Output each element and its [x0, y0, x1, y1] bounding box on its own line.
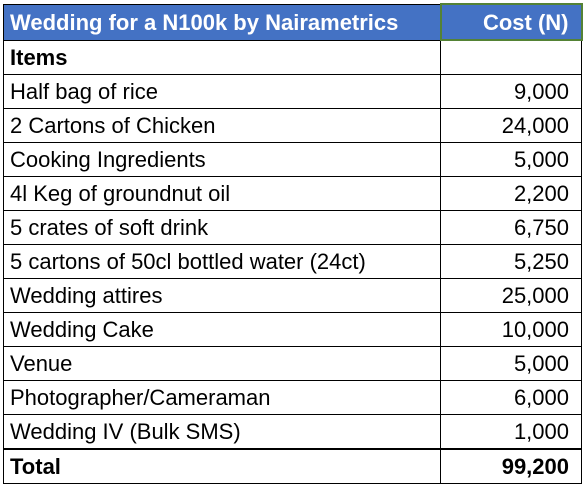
item-cell[interactable]: Wedding IV (Bulk SMS) — [3, 413, 441, 449]
cost-cell[interactable]: 25,000 — [440, 277, 582, 313]
total-row: Total 99,200 — [3, 447, 582, 484]
table-row: Wedding Cake 10,000 — [3, 311, 582, 347]
total-label-cell[interactable]: Total — [3, 447, 441, 484]
header-row: Wedding for a N100k by Nairametrics Cost… — [3, 3, 583, 41]
title-cell[interactable]: Wedding for a N100k by Nairametrics — [3, 3, 441, 41]
cost-cell[interactable]: 10,000 — [440, 311, 582, 347]
table-row: 2 Cartons of Chicken 24,000 — [3, 107, 582, 143]
item-cell[interactable]: Wedding Cake — [3, 311, 441, 347]
table-row: Wedding IV (Bulk SMS) 1,000 — [3, 413, 582, 449]
total-value-cell[interactable]: 99,200 — [440, 447, 582, 484]
wedding-budget-table: Wedding for a N100k by Nairametrics Cost… — [3, 3, 583, 484]
cost-cell[interactable]: 5,000 — [440, 345, 582, 381]
items-empty-cell[interactable] — [440, 39, 582, 75]
table-row: Wedding attires 25,000 — [3, 277, 582, 313]
cost-cell[interactable]: 9,000 — [440, 73, 582, 109]
cost-header-cell[interactable]: Cost (N) — [439, 3, 583, 41]
table-row: Venue 5,000 — [3, 345, 582, 381]
table-row: 5 cartons of 50cl bottled water (24ct) 5… — [3, 243, 582, 279]
table-row: 4l Keg of groundnut oil 2,200 — [3, 175, 582, 211]
item-cell[interactable]: 5 crates of soft drink — [3, 209, 441, 245]
item-cell[interactable]: Photographer/Cameraman — [3, 379, 441, 415]
item-cell[interactable]: 4l Keg of groundnut oil — [3, 175, 441, 211]
cost-cell[interactable]: 24,000 — [440, 107, 582, 143]
cost-cell[interactable]: 5,000 — [440, 141, 582, 177]
item-cell[interactable]: 5 cartons of 50cl bottled water (24ct) — [3, 243, 441, 279]
item-cell[interactable]: Half bag of rice — [3, 73, 441, 109]
item-cell[interactable]: Cooking Ingredients — [3, 141, 441, 177]
item-cell[interactable]: 2 Cartons of Chicken — [3, 107, 441, 143]
item-cell[interactable]: Wedding attires — [3, 277, 441, 313]
cost-cell[interactable]: 6,750 — [440, 209, 582, 245]
items-label-cell[interactable]: Items — [3, 39, 441, 75]
cost-cell[interactable]: 5,250 — [440, 243, 582, 279]
table-row: Photographer/Cameraman 6,000 — [3, 379, 582, 415]
items-section-row: Items — [3, 39, 582, 75]
cost-cell[interactable]: 6,000 — [440, 379, 582, 415]
table-row: Cooking Ingredients 5,000 — [3, 141, 582, 177]
item-cell[interactable]: Venue — [3, 345, 441, 381]
table-row: Half bag of rice 9,000 — [3, 73, 582, 109]
table-row: 5 crates of soft drink 6,750 — [3, 209, 582, 245]
cost-cell[interactable]: 2,200 — [440, 175, 582, 211]
cost-cell[interactable]: 1,000 — [440, 413, 582, 449]
